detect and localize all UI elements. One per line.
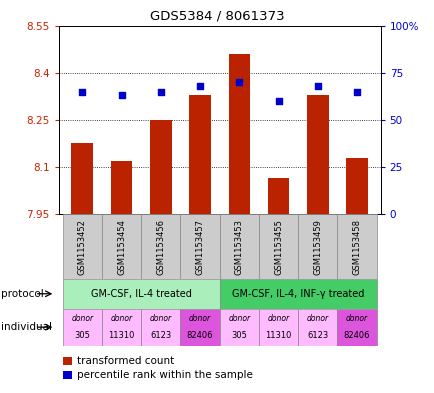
Bar [345, 158, 367, 214]
Text: transformed count: transformed count [77, 356, 174, 366]
Bar [258, 309, 297, 346]
Bar [71, 143, 93, 214]
Bar [63, 357, 72, 365]
Bar [297, 214, 337, 279]
Point [314, 83, 321, 89]
Point [79, 88, 85, 95]
Text: GSM1153454: GSM1153454 [117, 219, 126, 275]
Text: 305: 305 [231, 331, 247, 340]
Text: GDS5384 / 8061373: GDS5384 / 8061373 [150, 10, 284, 23]
Bar [337, 214, 376, 279]
Bar [267, 178, 289, 214]
Text: GSM1153455: GSM1153455 [273, 219, 283, 275]
Text: 11310: 11310 [108, 331, 135, 340]
Text: protocol: protocol [1, 289, 44, 299]
Text: donor: donor [306, 314, 328, 323]
Bar [141, 214, 180, 279]
Bar [228, 54, 250, 214]
Text: donor: donor [345, 314, 367, 323]
Bar [150, 120, 171, 214]
Bar [219, 279, 376, 309]
Bar [62, 214, 102, 279]
Bar [141, 309, 180, 346]
Bar [306, 95, 328, 214]
Text: 11310: 11310 [265, 331, 291, 340]
Bar [180, 214, 219, 279]
Bar [102, 214, 141, 279]
Bar [189, 95, 210, 214]
Bar [337, 309, 376, 346]
Text: individual: individual [1, 322, 52, 332]
Bar [111, 161, 132, 214]
Text: donor: donor [149, 314, 171, 323]
Bar [219, 214, 258, 279]
Point [235, 79, 242, 85]
Text: donor: donor [71, 314, 93, 323]
Bar [180, 309, 219, 346]
Text: GSM1153459: GSM1153459 [312, 219, 322, 275]
Text: 305: 305 [74, 331, 90, 340]
Text: GSM1153457: GSM1153457 [195, 219, 204, 275]
Text: 6123: 6123 [306, 331, 328, 340]
Text: GSM1153456: GSM1153456 [156, 219, 165, 275]
Text: 6123: 6123 [150, 331, 171, 340]
Text: percentile rank within the sample: percentile rank within the sample [77, 370, 252, 380]
Text: donor: donor [228, 314, 250, 323]
Bar [63, 371, 72, 379]
Text: GSM1153453: GSM1153453 [234, 219, 243, 275]
Text: donor: donor [188, 314, 210, 323]
Text: donor: donor [267, 314, 289, 323]
Point [196, 83, 203, 89]
Bar [258, 214, 297, 279]
Bar [62, 279, 219, 309]
Text: 82406: 82406 [343, 331, 369, 340]
Bar [102, 309, 141, 346]
Text: donor: donor [110, 314, 132, 323]
Text: GM-CSF, IL-4 treated: GM-CSF, IL-4 treated [91, 289, 191, 299]
Bar [219, 309, 258, 346]
Bar [62, 309, 102, 346]
Point [118, 92, 125, 99]
Point [274, 98, 281, 104]
Text: GSM1153458: GSM1153458 [352, 219, 361, 275]
Point [157, 88, 164, 95]
Text: GM-CSF, IL-4, INF-γ treated: GM-CSF, IL-4, INF-γ treated [231, 289, 364, 299]
Text: 82406: 82406 [186, 331, 213, 340]
Text: GSM1153452: GSM1153452 [78, 219, 86, 275]
Point [353, 88, 360, 95]
Bar [297, 309, 337, 346]
